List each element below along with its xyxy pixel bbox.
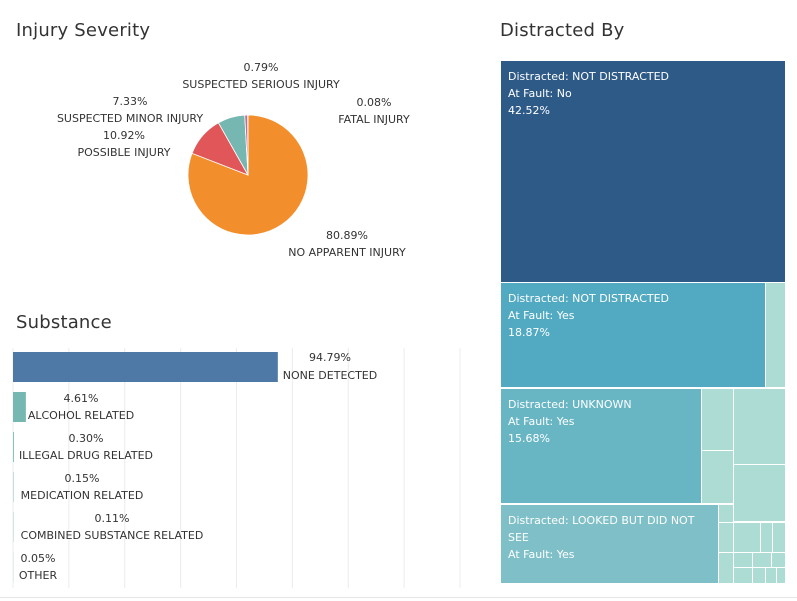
bar-label-illegal-cat: ILLEGAL DRUG RELATED (18, 449, 154, 462)
pie-label-fatal-pct: 0.08% (356, 96, 392, 109)
pie-label-serious-pct: 0.79% (243, 61, 279, 74)
tile-small[interactable] (772, 522, 786, 553)
tile-4-at-fault: At Fault: Yes (508, 548, 575, 561)
tile-small[interactable] (733, 567, 753, 584)
tile-small[interactable] (701, 388, 734, 451)
bar-label-alcohol-pct: 4.61% (63, 392, 99, 405)
tile-small[interactable] (733, 552, 753, 568)
tile-small[interactable] (718, 552, 734, 584)
bar-label-none-cat: NONE DETECTED (282, 369, 378, 382)
tile-not-distracted-yes[interactable]: Distracted: NOT DISTRACTED At Fault: Yes… (500, 282, 766, 388)
distracted-treemap[interactable]: Distracted: NOT DISTRACTED At Fault: No … (500, 60, 786, 584)
injury-severity-pie[interactable] (0, 0, 797, 300)
tile-small[interactable] (733, 388, 786, 465)
pie-label-none-pct: 80.89% (326, 229, 368, 242)
injury-severity-title: Injury Severity (16, 20, 151, 41)
tile-1-at-fault: At Fault: No (508, 87, 572, 100)
tile-3-distracted: Distracted: UNKNOWN (508, 398, 632, 411)
tile-small[interactable] (752, 552, 772, 568)
tile-1-distracted: Distracted: NOT DISTRACTED (508, 70, 670, 83)
tile-not-distracted-no[interactable]: Distracted: NOT DISTRACTED At Fault: No … (500, 60, 786, 283)
tile-1-pct: 42.52% (508, 104, 550, 117)
tile-small[interactable] (765, 282, 786, 388)
bar-label-none-pct: 94.79% (309, 351, 351, 364)
bar-label-medication-cat: MEDICATION RELATED (20, 489, 144, 502)
pie-label-possible-pct: 10.92% (103, 129, 145, 142)
tile-small[interactable] (733, 522, 761, 553)
tile-2-at-fault: At Fault: Yes (508, 309, 575, 322)
tile-2-distracted: Distracted: NOT DISTRACTED (508, 292, 670, 305)
tile-small[interactable] (718, 504, 734, 523)
bar-label-combined-cat: COMBINED SUBSTANCE RELATED (20, 529, 204, 542)
tile-small[interactable] (776, 567, 786, 584)
pie-label-possible-cat: POSSIBLE INJURY (77, 146, 171, 159)
tile-3-at-fault: At Fault: Yes (508, 415, 575, 428)
bar-alcohol-related[interactable] (13, 392, 26, 422)
substance-title: Substance (16, 312, 112, 333)
substance-bar-chart[interactable] (0, 345, 480, 595)
tile-small[interactable] (771, 552, 786, 568)
bar-label-alcohol-cat: ALCOHOL RELATED (27, 409, 135, 422)
tile-4-distracted: Distracted: LOOKED BUT DID NOT SEE (508, 514, 695, 544)
tile-2-pct: 18.87% (508, 326, 550, 339)
tile-3-pct: 15.68% (508, 432, 550, 445)
pie-label-minor-pct: 7.33% (112, 95, 148, 108)
distracted-by-title: Distracted By (500, 20, 625, 41)
pie-label-minor-cat: SUSPECTED MINOR INJURY (56, 112, 204, 125)
bar-none-detected[interactable] (13, 352, 278, 382)
pie-label-serious-cat: SUSPECTED SERIOUS INJURY (182, 78, 340, 91)
bar-label-other-cat: OTHER (18, 569, 58, 582)
tile-small[interactable] (718, 522, 734, 553)
tile-unknown-yes[interactable]: Distracted: UNKNOWN At Fault: Yes 15.68% (500, 388, 702, 504)
bottom-divider (0, 597, 797, 598)
pie-label-fatal-cat: FATAL INJURY (338, 113, 410, 126)
bar-label-medication-pct: 0.15% (64, 472, 100, 485)
tile-small[interactable] (733, 464, 786, 522)
bar-label-other-pct: 0.05% (20, 552, 56, 565)
bar-illegal-drug-related[interactable] (13, 432, 14, 462)
tile-looked-yes[interactable]: Distracted: LOOKED BUT DID NOT SEE At Fa… (500, 504, 719, 584)
tile-small[interactable] (701, 450, 734, 504)
bar-label-illegal-pct: 0.30% (68, 432, 104, 445)
bar-label-combined-pct: 0.11% (94, 512, 130, 525)
pie-label-none-cat: NO APPARENT INJURY (288, 246, 406, 259)
tile-small[interactable] (752, 567, 766, 584)
